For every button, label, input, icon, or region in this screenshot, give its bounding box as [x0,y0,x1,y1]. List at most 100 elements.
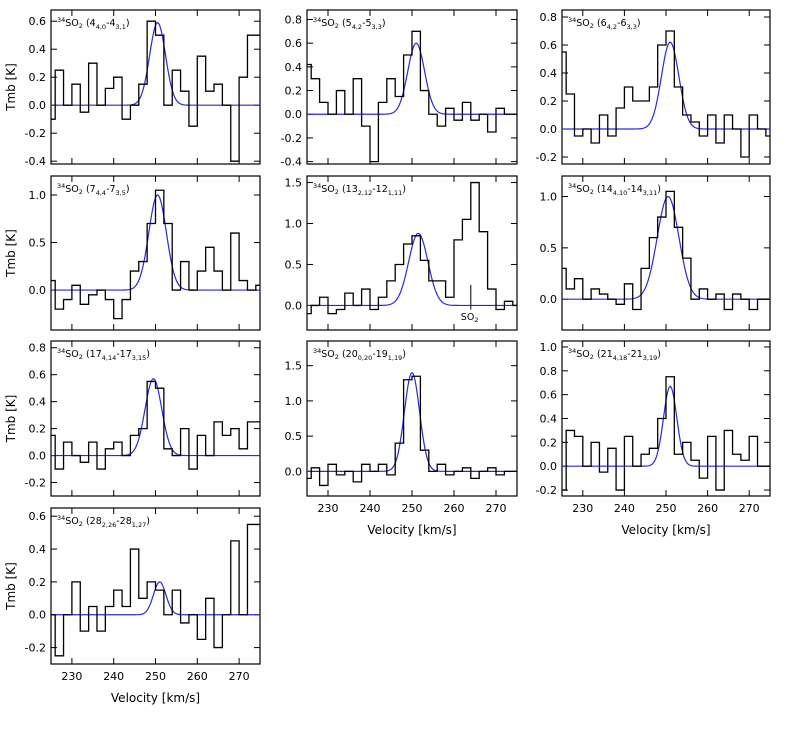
molecule-subscript: 2 [590,353,594,361]
y-tick-label: -0.2 [281,132,302,145]
molecule-name: SO [576,349,590,360]
y-tick-label: 1.5 [285,360,303,373]
isotope-superscript: 34 [568,182,576,190]
x-tick-label: 240 [360,502,381,515]
y-tick-label: 0.2 [540,436,558,449]
y-tick-label: 0.0 [285,299,303,312]
spectrum-step-line [51,380,260,470]
molecule-subscript: 2 [590,22,594,30]
y-tick-label: 0.2 [540,95,558,108]
isotope-superscript: 34 [568,347,576,355]
isotope-superscript: 34 [57,16,65,24]
lower-level: -28 [116,516,132,527]
panel-transition-label: 34SO2 (132,12-121,11) [313,182,406,197]
panel-plot-area [51,20,260,162]
panel-plot-area [307,30,517,163]
upper-level: (5 [339,18,352,29]
y-tick-label: 0.2 [29,71,47,84]
panel-transition-label: 34SO2 (74,4-73,5) [57,182,130,197]
upper-level-subscript: 4,14 [102,354,116,362]
lower-level-subscript: 3,11 [643,189,657,197]
panel-6: 0.0 0.5 1.0 34SO2 (144,10-143,11) [540,175,771,331]
upper-level-subscript: 4,18 [613,354,627,362]
lower-level: -14 [627,184,643,195]
lower-level: -19 [372,349,388,360]
y-tick-label: 0.6 [285,37,303,50]
spectrum-step-line [307,30,517,163]
panel-frame [306,175,518,331]
label-close: ) [126,184,130,195]
spectrum-step-line [307,181,517,315]
isotope-superscript: 34 [57,347,65,355]
molecule-name: SO [576,184,590,195]
y-tick-label: 0.0 [29,284,47,297]
y-tick-label: 0.5 [540,242,558,255]
gaussian-fit-line [307,371,517,472]
upper-level-subscript: 2,26 [102,521,116,529]
upper-level: (21 [594,349,613,360]
molecule-subscript: 2 [335,353,339,361]
contaminant-subscript: 2 [474,316,478,324]
y-tick-label: 0.2 [29,423,47,436]
label-close: ) [657,349,661,360]
lower-level: -6 [617,18,626,29]
gaussian-fit-line [562,41,770,130]
lower-level-subscript: 1,27 [132,521,146,529]
label-close: ) [146,349,150,360]
y-tick-label: 0.0 [29,99,47,112]
lower-level: -7 [106,184,115,195]
panel-5: 0.00.51.01.5 34SO2 (132,12-121,11)SO2 [285,175,518,331]
panel-9: -0.2 0.0 0.2 0.4 0.6 0.8 1.0 230 240 250 260 270 Vel… [536,340,771,537]
y-tick-label: 0.2 [29,576,47,589]
x-tick-label: 260 [187,670,208,683]
y-tick-label: 1.0 [285,218,303,231]
y-tick-label: 0.0 [29,609,47,622]
molecule-subscript: 2 [79,520,83,528]
x-tick-label: 250 [402,502,423,515]
y-tick-label: 0.0 [29,450,47,463]
isotope-superscript: 34 [313,16,321,24]
y-axis-title: Tmb [K] [4,63,18,112]
panel-plot-area [562,190,770,311]
panel-4: 0.0 0.5 1.0 Tmb [K] 34SO2 (74,4-73,5) [4,175,261,331]
isotope-superscript: 34 [568,16,576,24]
panel-plot-area [51,523,260,657]
lower-level-subscript: 3,5 [116,189,126,197]
panel-2: -0.4 -0.2 0.0 0.2 0.4 0.6 0.8 34SO2 (54,2-53,3) [281,9,518,169]
spectrum-step-line [51,20,260,162]
panel-transition-label: 34SO2 (174,14-173,15) [57,347,150,362]
y-tick-label: -0.2 [536,484,557,497]
y-axis-title: Tmb [K] [4,229,18,278]
label-close: ) [382,18,386,29]
upper-level: (28 [83,516,102,527]
lower-level-subscript: 1,11 [388,189,402,197]
isotope-superscript: 34 [313,347,321,355]
lower-level-subscript: 1,19 [388,354,402,362]
y-tick-label: 0.8 [285,13,303,26]
molecule-subscript: 2 [335,22,339,30]
upper-level: (4 [83,18,96,29]
label-close: ) [146,516,150,527]
panel-transition-label: 34SO2 (44,0-43,1) [57,16,130,31]
y-tick-label: 0.5 [29,237,47,250]
y-axis-title: Tmb [K] [4,562,18,611]
panel-transition-label: 34SO2 (54,2-53,3) [313,16,386,31]
molecule-name: SO [321,349,335,360]
y-tick-label: 0.8 [29,342,47,355]
y-tick-label: 0.5 [285,430,303,443]
lower-level-subscript: 3,19 [643,354,657,362]
spectrum-step-line [562,190,770,311]
x-tick-label: 260 [444,502,465,515]
upper-level: (20 [339,349,358,360]
panel-7: -0.2 0.0 0.2 0.4 0.6 0.8 Tmb [K] 34SO2 (174,14-… [4,340,261,497]
molecule-name: SO [321,18,335,29]
molecule-subscript: 2 [79,353,83,361]
y-tick-label: 0.4 [29,396,47,409]
spectrum-step-line [307,375,517,487]
y-tick-label: 0.6 [29,510,47,523]
contaminant-molecule: SO [461,312,475,323]
x-axis-title: Velocity [km/s] [621,523,710,537]
lower-level: -12 [372,184,388,195]
panel-plot-area [307,181,517,315]
y-tick-label: -0.4 [281,156,302,169]
